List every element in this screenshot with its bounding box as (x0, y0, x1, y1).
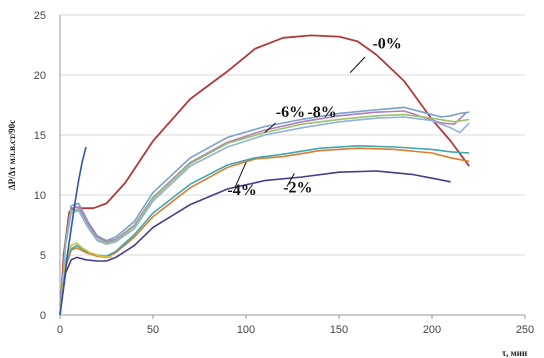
series-line-6 (59, 147, 470, 316)
y-tick-label: 10 (34, 190, 46, 202)
axes (59, 15, 525, 316)
x-tick-label: 200 (423, 324, 441, 336)
x-tick-label: 150 (330, 324, 348, 336)
x-axis-label: τ, мин (502, 348, 527, 358)
series-line-3 (59, 110, 467, 316)
series-line-10 (59, 146, 87, 316)
annotation-label: -4% (227, 182, 256, 199)
series-line-2 (59, 106, 470, 316)
series-line-4 (59, 113, 470, 316)
annotation-leader (349, 56, 366, 73)
y-tick-label: 0 (40, 310, 46, 322)
y-tick-label: 5 (40, 250, 46, 262)
annotation-leader (286, 173, 295, 187)
y-tick-label: 15 (34, 130, 46, 142)
x-tick-label: 100 (237, 324, 255, 336)
annotation-label: -6% (276, 104, 305, 121)
annotation-label: -0% (372, 36, 401, 53)
series-line-1 (59, 34, 470, 316)
series-lines (59, 34, 470, 316)
annotations: -0% -6% -8% -4% -2% (227, 36, 401, 199)
gridlines (60, 14, 525, 256)
series-line-7 (59, 145, 470, 316)
annotation-label: -8% (307, 104, 336, 121)
y-tick-label: 20 (34, 70, 46, 82)
x-tick-label: 250 (516, 324, 534, 336)
annotation-label: -2% (283, 180, 312, 197)
annotation-leader (234, 162, 247, 189)
x-tick-label: 50 (147, 324, 159, 336)
y-tick-labels: 0 5 10 15 20 25 (34, 10, 46, 322)
annotation-leader (264, 122, 277, 133)
series-line-5 (59, 116, 470, 316)
y-axis-label: ΔP/Δτ мл.в.ст/90с (7, 120, 17, 190)
series-line-8 (59, 170, 451, 316)
x-tick-labels: 0 50 100 150 200 250 (57, 315, 534, 336)
x-tick-label: 0 (57, 324, 63, 336)
y-tick-label: 25 (34, 10, 46, 22)
